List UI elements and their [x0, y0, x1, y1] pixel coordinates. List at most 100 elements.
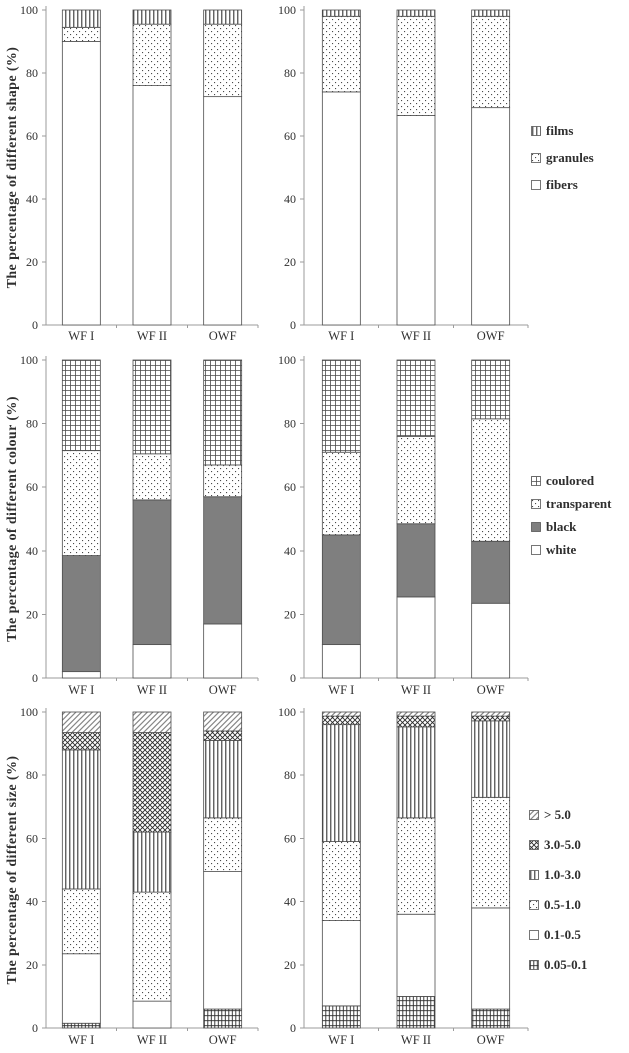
plot-colour-left: 0 20 40 60 80 100 WF I WF II OWF The percentage o… [5, 353, 259, 697]
y-tick-label: 40 [26, 895, 38, 909]
bar-segment [321, 1005, 361, 1029]
legend-swatch-dots-icon [529, 900, 539, 910]
y-tick-label: 80 [26, 66, 38, 80]
y-tick-label: 0 [290, 671, 296, 685]
bar-segment [132, 1000, 172, 1029]
category-label: WF I [328, 1033, 354, 1047]
legend-swatch-grid-icon [531, 476, 541, 486]
y-tick-label: 80 [284, 66, 296, 80]
y-tick-label: 80 [284, 768, 296, 782]
y-axis-title: The percentage of different size (%) [5, 756, 20, 985]
y-tick-label: 0 [290, 1021, 296, 1035]
y-tick-label: 60 [26, 480, 38, 494]
bar-segment [471, 359, 511, 420]
bar-segment [203, 817, 243, 872]
bar-segment [203, 9, 243, 25]
category-label: WF II [401, 329, 431, 343]
bar-segment [203, 359, 243, 466]
bar-segment [61, 711, 101, 733]
legend-swatch-dots-icon [531, 499, 541, 509]
y-tick-label: 100 [278, 705, 296, 719]
bar-segment [61, 359, 101, 452]
bar-segment [203, 623, 243, 679]
legend-swatch-white-icon [529, 930, 539, 940]
legend-swatch-white-icon [531, 545, 541, 555]
bar-segment [321, 534, 361, 646]
bar-segment [61, 1022, 101, 1029]
legend-item: 0.1-0.5 [529, 927, 587, 943]
bar-segment [61, 555, 101, 673]
legend-label: black [546, 519, 577, 534]
y-tick-label: 80 [26, 768, 38, 782]
bar-segment [396, 115, 436, 326]
plot-shape-left: 0 20 40 60 80 100 WF I WF II OWF The percentage o… [5, 3, 259, 343]
y-tick-label: 0 [290, 318, 296, 332]
bar-segment [396, 9, 436, 17]
legend-item: 3.0-5.0 [529, 837, 587, 853]
legend-swatch-gray-icon [531, 522, 541, 532]
bar-segment [471, 602, 511, 679]
plot-size-left: 0 20 40 60 80 100 WF I WF II OWF The percentage o… [5, 705, 259, 1047]
y-tick-label: 40 [26, 544, 38, 558]
legend-label: films [546, 123, 574, 138]
legend-label: white [546, 542, 577, 557]
bar-segment [61, 450, 101, 556]
bar-segment [321, 715, 361, 726]
chart-shape-right: 0 20 40 60 80 100 WF I WF II OWF [265, 0, 530, 350]
bar-segment [132, 453, 172, 501]
y-tick-label: 20 [26, 607, 38, 621]
category-label: OWF [209, 1033, 237, 1047]
bar-segment [61, 732, 101, 751]
category-label: WF I [68, 683, 94, 697]
bar-segment [471, 540, 511, 604]
y-tick-label: 20 [284, 607, 296, 621]
plot-size-right: 0 20 40 60 80 100 WF I WF II OWF [278, 705, 529, 1047]
legend-swatch-diaglight-icon [529, 810, 539, 820]
y-tick-label: 100 [20, 353, 38, 367]
bar-segment [471, 418, 511, 542]
bar-segment [132, 831, 172, 893]
legend-label: 0.05-0.1 [544, 957, 588, 972]
category-label: OWF [477, 1033, 505, 1047]
bar-segment [61, 9, 101, 28]
legend-label: 0.5-1.0 [544, 897, 581, 912]
y-tick-label: 100 [278, 3, 296, 17]
legend-label: 0.1-0.5 [544, 927, 581, 942]
category-label: WF II [137, 329, 167, 343]
bar-segment [132, 732, 172, 833]
bar-segment [132, 499, 172, 646]
legend-label: 1.0-3.0 [544, 867, 581, 882]
bar-segment [471, 15, 511, 109]
legend-item: white [531, 542, 611, 558]
bar-segment [471, 907, 511, 1010]
legend-swatch-vlines-icon [529, 870, 539, 880]
chart-size-left: 0 20 40 60 80 100 WF I WF II OWF The percentage o… [0, 700, 300, 1053]
bar-segment [61, 888, 101, 955]
y-tick-label: 80 [284, 417, 296, 431]
bar-segment [203, 871, 243, 1010]
y-tick-label: 100 [20, 705, 38, 719]
y-tick-label: 60 [26, 831, 38, 845]
bar-segment [132, 359, 172, 455]
y-tick-label: 40 [284, 192, 296, 206]
bar-segment [396, 726, 436, 819]
bar-segment [203, 464, 243, 498]
legend-label: fibers [546, 177, 578, 192]
bar-segment [61, 41, 101, 326]
legend-swatch-dots-icon [531, 153, 541, 163]
bar-segment [61, 749, 101, 890]
category-label: OWF [477, 329, 505, 343]
category-label: OWF [477, 683, 505, 697]
legend-swatch-diagdense-icon [529, 840, 539, 850]
legend-swatch-vlines-icon [531, 126, 541, 136]
y-tick-label: 80 [26, 417, 38, 431]
legend-shape: films granules fibers [531, 123, 594, 204]
y-tick-label: 60 [26, 129, 38, 143]
bar-segment [321, 9, 361, 17]
legend-label: 3.0-5.0 [544, 837, 581, 852]
legend-size: > 5.0 3.0-5.0 1.0-3.0 0.5-1.0 0.1-0.5 0.05-0.… [529, 807, 587, 987]
bar-segment [396, 817, 436, 915]
bar-segment [396, 711, 436, 717]
bar-segment [321, 711, 361, 717]
legend-label: transparent [546, 496, 612, 511]
